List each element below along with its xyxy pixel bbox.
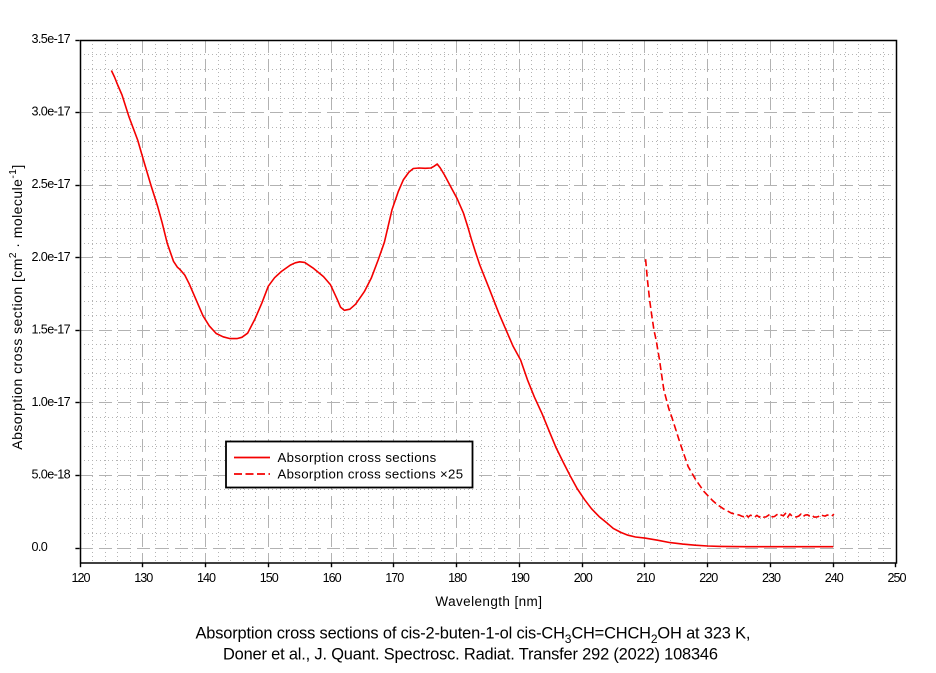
svg-text:0.0: 0.0 (32, 540, 48, 554)
svg-text:2.0e-17: 2.0e-17 (32, 250, 71, 264)
svg-text:Absorption cross sections ×25: Absorption cross sections ×25 (278, 466, 464, 481)
svg-text:120: 120 (71, 571, 90, 585)
svg-text:190: 190 (511, 571, 530, 585)
svg-text:250: 250 (887, 571, 906, 585)
svg-text:1.0e-17: 1.0e-17 (32, 395, 71, 409)
svg-text:180: 180 (448, 571, 467, 585)
svg-text:Doner et al., J. Quant. Spectr: Doner et al., J. Quant. Spectrosc. Radia… (223, 646, 718, 664)
svg-text:130: 130 (134, 571, 153, 585)
svg-text:Wavelength [nm]: Wavelength [nm] (435, 594, 542, 609)
svg-text:230: 230 (762, 571, 781, 585)
svg-text:1.5e-17: 1.5e-17 (32, 322, 71, 336)
svg-text:Absorption cross sections of c: Absorption cross sections of cis-2-buten… (195, 625, 750, 647)
svg-text:160: 160 (323, 571, 342, 585)
svg-text:3.0e-17: 3.0e-17 (32, 105, 71, 119)
svg-text:170: 170 (385, 571, 404, 585)
svg-text:5.0e-18: 5.0e-18 (32, 468, 71, 482)
svg-text:150: 150 (260, 571, 279, 585)
svg-text:2.5e-17: 2.5e-17 (32, 177, 71, 191)
svg-text:220: 220 (699, 571, 718, 585)
svg-text:Absorption cross sections: Absorption cross sections (278, 450, 437, 465)
svg-text:210: 210 (636, 571, 655, 585)
svg-text:Absorption cross section [cm2: Absorption cross section [cm2 · molecule… (8, 164, 25, 449)
svg-text:200: 200 (574, 571, 593, 585)
svg-text:240: 240 (825, 571, 844, 585)
svg-text:140: 140 (197, 571, 216, 585)
svg-text:3.5e-17: 3.5e-17 (32, 32, 71, 46)
